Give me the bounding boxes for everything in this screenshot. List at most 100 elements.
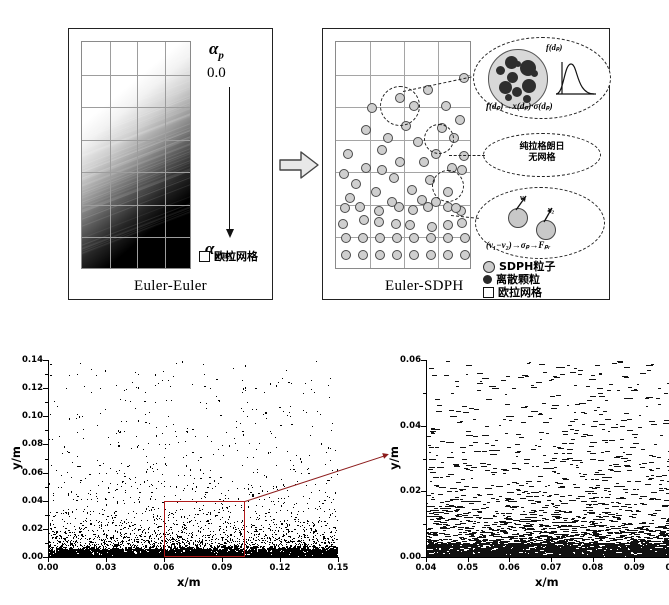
particle-point <box>51 364 53 366</box>
particle-point <box>204 493 206 496</box>
particle-point <box>58 538 60 540</box>
particle-point <box>158 383 160 385</box>
particle-point <box>273 539 275 541</box>
particle-point <box>114 512 116 514</box>
particle-point <box>299 526 301 528</box>
particle-point <box>313 545 315 547</box>
particle-point <box>95 545 97 547</box>
particle-point <box>289 536 291 538</box>
particle-point <box>90 523 92 525</box>
particle-point <box>123 481 125 483</box>
particle-point <box>292 507 294 509</box>
particle-point <box>69 535 71 537</box>
particle-point <box>56 552 59 554</box>
particle-point <box>148 537 150 539</box>
particle-point <box>293 538 295 540</box>
particle-point <box>269 509 271 511</box>
particle-point <box>105 536 107 538</box>
particle-point <box>311 529 313 531</box>
particle-point <box>150 496 152 498</box>
particle-point <box>84 544 86 547</box>
particle-point <box>337 538 338 540</box>
particle-point <box>60 535 62 537</box>
particle-point <box>303 542 305 544</box>
particle-point <box>53 492 55 494</box>
legend-item-grid: 欧拉网格 <box>199 251 258 263</box>
particle-point <box>307 469 309 471</box>
particle-point <box>296 454 298 456</box>
particle-point <box>142 529 144 532</box>
sdph-particle-icon <box>536 220 556 240</box>
particle-point <box>264 540 266 542</box>
particle-point <box>114 540 116 542</box>
particle-point <box>118 545 120 547</box>
particle-point <box>57 542 59 544</box>
particle-point <box>326 523 328 525</box>
particle-point <box>137 498 139 500</box>
particle-point <box>207 520 209 522</box>
particle-point <box>329 514 331 516</box>
particle-point <box>331 536 333 538</box>
sdph-particle-icon <box>407 185 417 195</box>
particle-point <box>206 407 208 409</box>
particle-point <box>109 540 112 542</box>
particle-point <box>303 495 305 497</box>
particle-point <box>104 541 106 543</box>
particle-point <box>276 539 279 541</box>
particle-point <box>51 537 53 539</box>
particle-point <box>140 519 142 521</box>
particle-point <box>172 537 174 539</box>
particle-point <box>186 430 188 432</box>
particle-point <box>252 409 254 411</box>
particle-point <box>165 443 167 445</box>
particle-point <box>157 518 159 520</box>
particle-point <box>215 539 217 541</box>
particle-point <box>67 493 69 495</box>
sdph-particle-icon <box>359 215 370 226</box>
sdph-particle-icon <box>375 250 385 260</box>
particle-point <box>80 530 82 532</box>
particle-point <box>325 539 327 541</box>
particle-point <box>76 499 78 501</box>
particle-point <box>225 533 227 535</box>
particle-point <box>50 511 52 513</box>
particle-point <box>66 450 68 452</box>
particle-point <box>284 526 286 528</box>
particle-point <box>274 531 276 533</box>
particle-point <box>108 521 110 523</box>
particle-point <box>59 531 61 533</box>
particle-point <box>60 475 62 477</box>
particle-point <box>290 459 292 462</box>
particle-point <box>157 543 159 545</box>
particle-point <box>258 540 260 542</box>
particle-point <box>115 524 117 526</box>
particle-point <box>69 544 71 546</box>
particle-point <box>186 539 188 541</box>
particle-point <box>280 548 283 550</box>
particle-point <box>234 536 236 538</box>
particle-point <box>175 540 177 543</box>
particle-point <box>151 491 153 493</box>
particle-point <box>203 534 205 537</box>
particle-point <box>98 544 100 546</box>
sdph-particle-icon <box>389 173 399 183</box>
particle-point <box>250 526 252 528</box>
particle-point <box>200 402 202 404</box>
particle-point <box>288 524 290 526</box>
particle-point <box>100 413 102 415</box>
particle-point <box>291 423 293 425</box>
particle-point <box>86 526 88 528</box>
particle-point <box>284 540 286 542</box>
particle-point <box>149 536 151 538</box>
particle-point <box>64 520 66 523</box>
particle-point <box>105 472 108 474</box>
particle-point <box>295 542 297 544</box>
particle-point <box>314 529 316 531</box>
particle-point <box>85 477 87 479</box>
particle-point <box>107 534 109 536</box>
particle-point <box>264 542 266 544</box>
particle-point <box>65 544 67 546</box>
particle-point <box>270 519 273 521</box>
particle-point <box>82 437 84 439</box>
particle-point <box>58 486 60 488</box>
